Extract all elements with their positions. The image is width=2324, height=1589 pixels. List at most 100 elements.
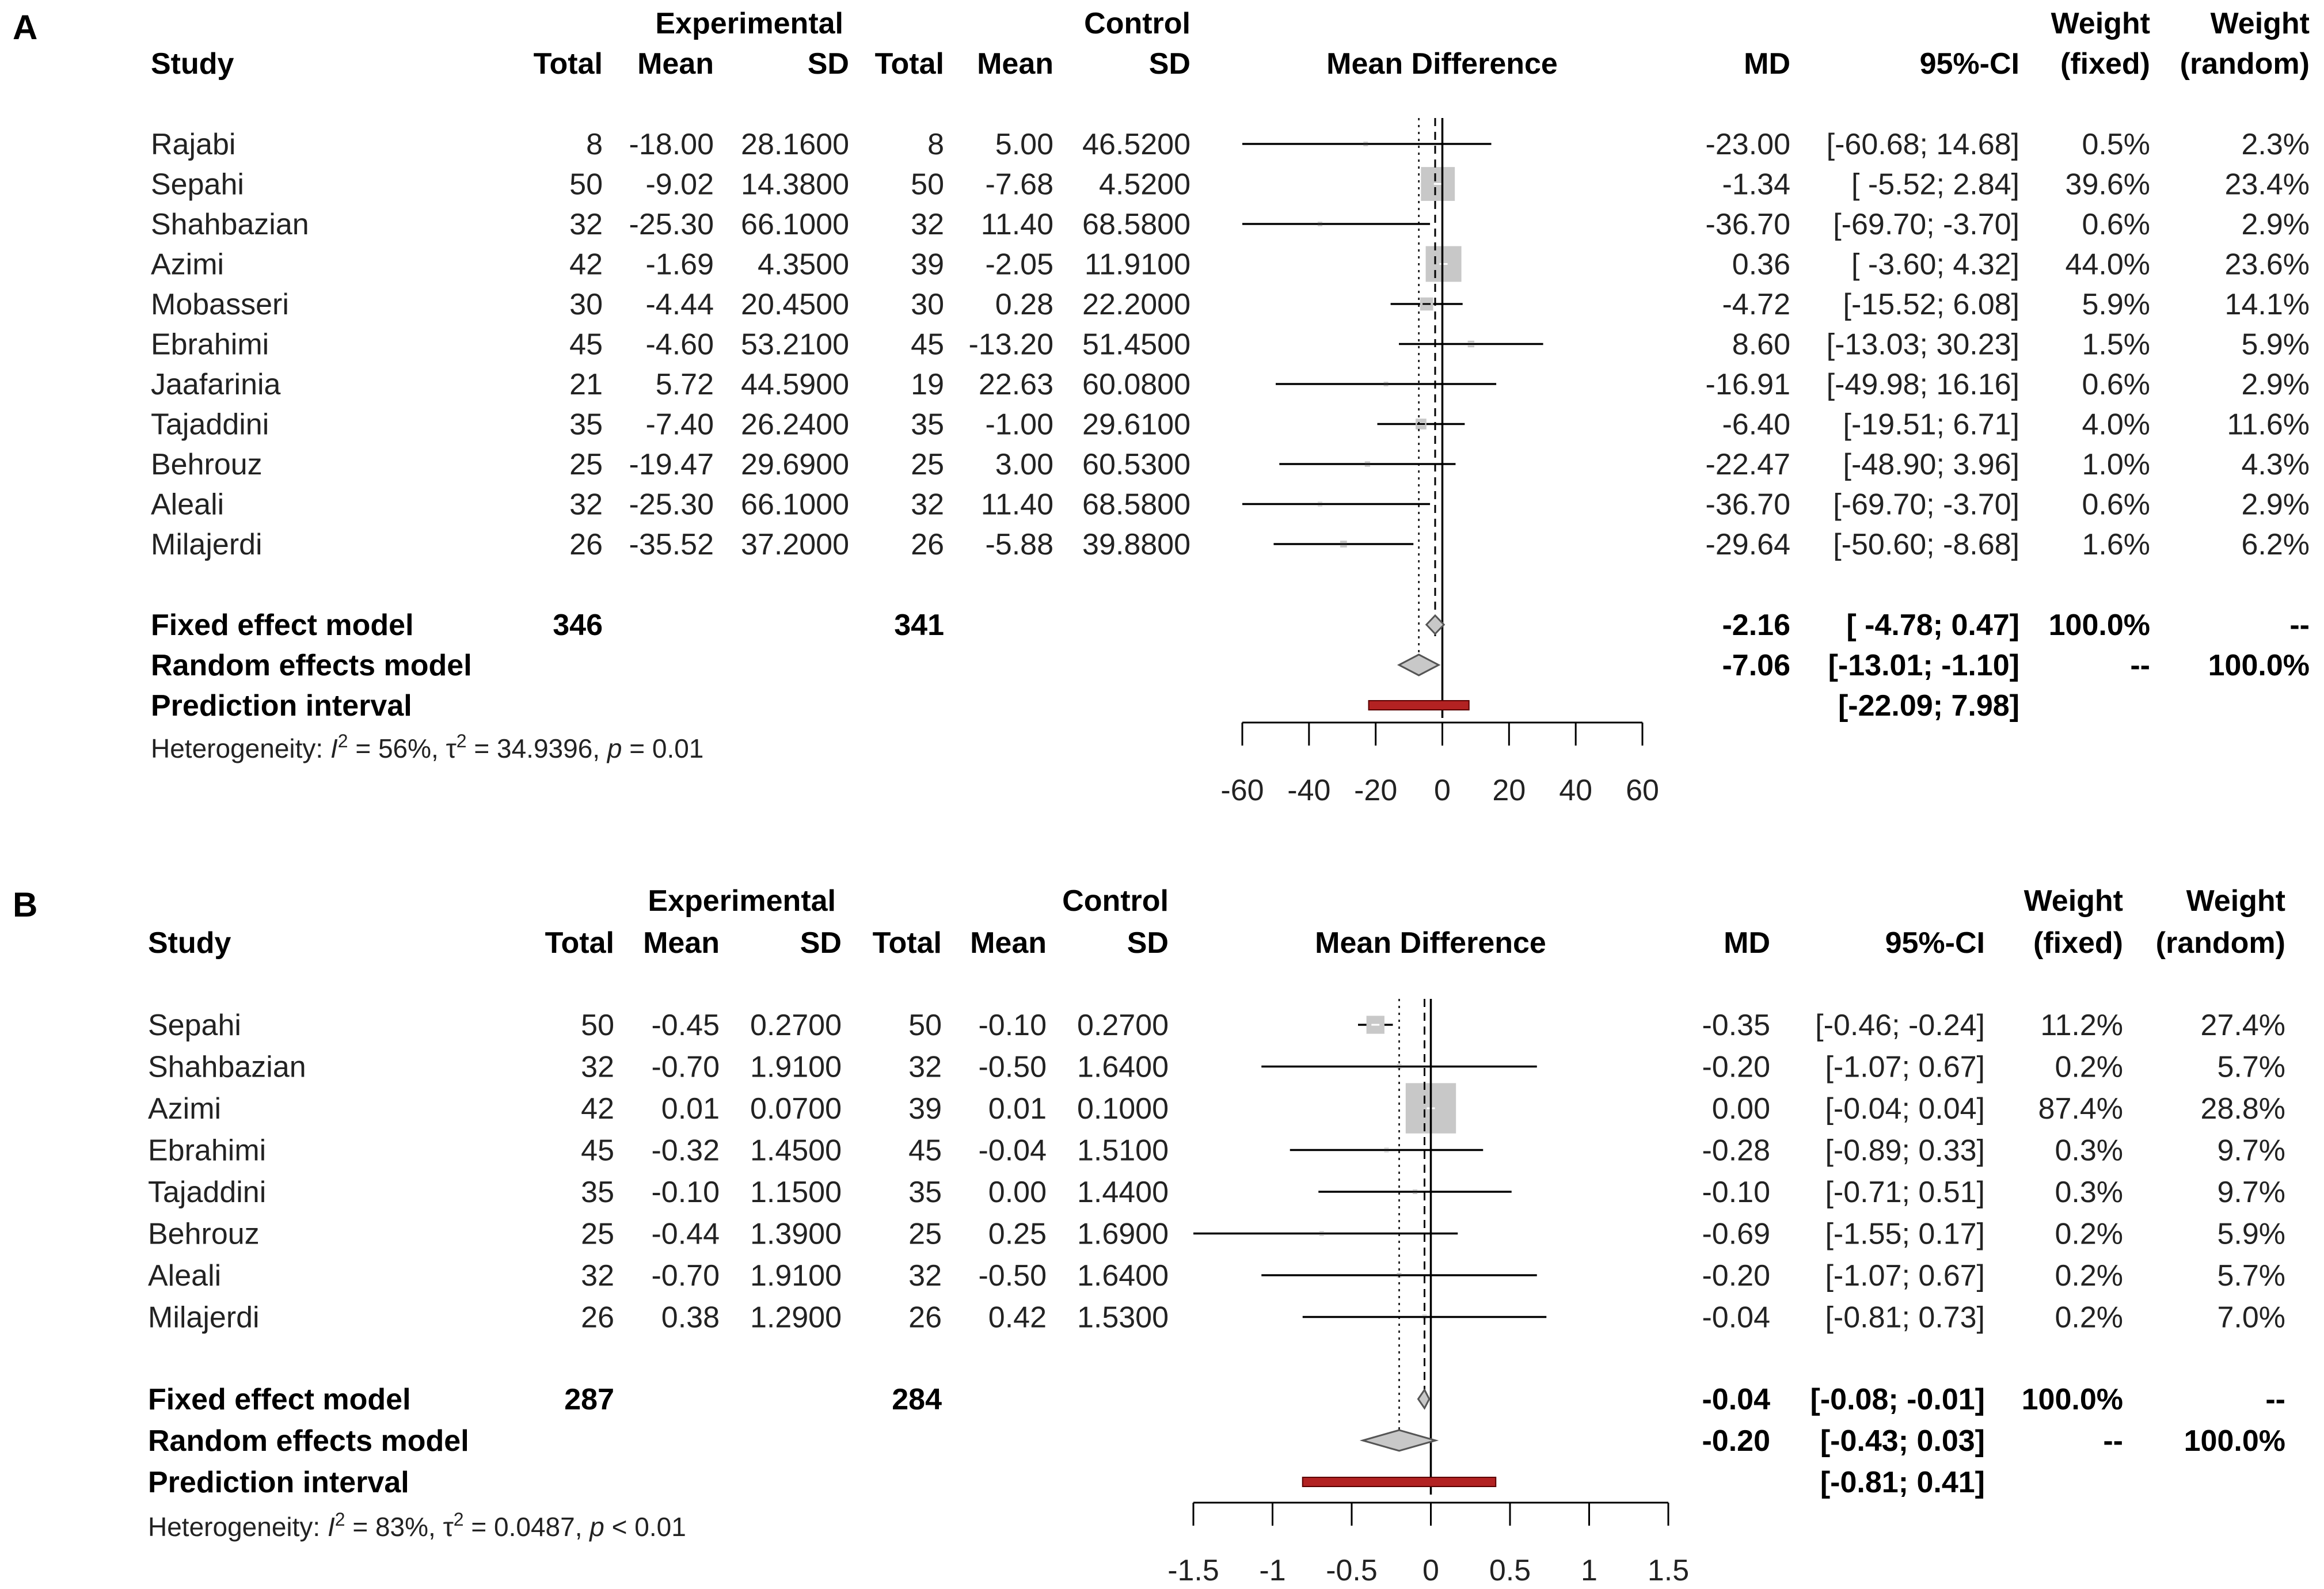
md-value: -0.10 <box>1702 1176 1770 1209</box>
study-name: Azimi <box>151 248 224 282</box>
study-header: Study <box>151 47 234 81</box>
ci-value: [-49.98; 16.16] <box>1827 368 2019 401</box>
md-header: MD <box>1724 926 1770 960</box>
experimental-header: Experimental <box>648 884 836 918</box>
random-weight-fixed: -- <box>2130 649 2150 682</box>
weight-random-value: 9.7% <box>2217 1134 2285 1168</box>
control-sd: 1.6900 <box>1077 1218 1169 1251</box>
experimental-sd: 0.2700 <box>750 1009 842 1042</box>
study-row: Sepahi 50 -9.02 14.3800 50 -7.68 4.5200 -1.34 [ … <box>151 167 2310 202</box>
control-total-header: Total <box>875 47 944 81</box>
experimental-total: 32 <box>581 1259 614 1293</box>
fixed-md-value: -0.04 <box>1702 1383 1770 1416</box>
ci-header: 95%-CI <box>1920 47 2019 81</box>
random-ci-value: [-0.43; 0.03] <box>1820 1424 1985 1458</box>
experimental-total: 25 <box>581 1218 614 1251</box>
weight-random-value: 11.6% <box>2227 408 2310 442</box>
study-name: Azimi <box>148 1092 221 1126</box>
study-name: Aleali <box>148 1259 221 1293</box>
control-total: 50 <box>911 168 944 202</box>
study-row: Sepahi 50 -0.45 0.2700 50 -0.10 0.2700 -0.35 [-0… <box>148 1009 2285 1042</box>
experimental-mean: -19.47 <box>629 448 714 481</box>
weight-random-value: 5.7% <box>2217 1259 2285 1293</box>
control-total: 26 <box>908 1301 942 1335</box>
weight-fixed-value: 1.5% <box>2082 328 2150 362</box>
forest-panel-b: B Experimental Control Weight Weight Study Tot… <box>13 884 2285 1587</box>
experimental-sd: 1.3900 <box>750 1218 842 1251</box>
control-sd: 51.4500 <box>1082 328 1190 362</box>
md-value: -0.69 <box>1702 1218 1770 1251</box>
control-sd-header: SD <box>1149 47 1190 81</box>
control-total: 25 <box>908 1218 942 1251</box>
control-mean: 3.00 <box>995 448 1053 481</box>
control-total: 35 <box>911 408 944 442</box>
weight-fixed-value: 0.2% <box>2055 1301 2123 1335</box>
experimental-mean: -25.30 <box>629 488 714 522</box>
weight-fixed-value: 0.5% <box>2082 128 2150 161</box>
weight-random-value: 5.7% <box>2217 1051 2285 1084</box>
experimental-mean: 0.38 <box>661 1301 720 1335</box>
study-row: Behrouz 25 -19.47 29.6900 25 3.00 60.5300 -22.4… <box>151 448 2310 481</box>
control-sd: 60.5300 <box>1082 448 1190 481</box>
weight-random-subheader: (random) <box>2180 47 2310 81</box>
fixed-effect-diamond <box>1425 614 1446 636</box>
ci-value: [-1.07; 0.67] <box>1825 1051 1985 1084</box>
weight-random-value: 5.9% <box>2241 328 2310 362</box>
weight-fixed-value: 0.6% <box>2082 368 2150 401</box>
md-value: -36.70 <box>1706 488 1790 522</box>
weight-fixed-header: Weight <box>2051 7 2150 40</box>
study-header: Study <box>148 926 231 960</box>
prediction-interval-row: Prediction interval [-22.09; 7.98] <box>151 689 2019 723</box>
weight-fixed-value: 44.0% <box>2066 248 2150 282</box>
experimental-total-header: Total <box>545 926 614 960</box>
study-name: Aleali <box>151 488 224 522</box>
study-row: Milajerdi 26 0.38 1.2900 26 0.42 1.5300 -0.04 [-… <box>148 1301 2285 1335</box>
weight-fixed-subheader: (fixed) <box>2033 926 2123 960</box>
control-total: 32 <box>908 1259 942 1293</box>
study-row: Behrouz 25 -0.44 1.3900 25 0.25 1.6900 -0.69 [-1… <box>148 1218 2285 1251</box>
panel-label: A <box>13 8 37 47</box>
prediction-interval-bar <box>1368 700 1470 710</box>
weight-fixed-value: 4.0% <box>2082 408 2150 442</box>
control-sd: 22.2000 <box>1082 288 1190 321</box>
control-sd: 11.9100 <box>1085 248 1190 282</box>
x-tick-label: 60 <box>1626 774 1659 807</box>
control-mean: -2.05 <box>985 248 1053 282</box>
study-name: Behrouz <box>148 1218 260 1251</box>
random-effects-row: Random effects model -0.20 [-0.43; 0.03] --… <box>148 1424 2285 1458</box>
control-total: 8 <box>927 128 944 161</box>
control-sd: 68.5800 <box>1082 488 1190 522</box>
study-name: Mobasseri <box>151 288 289 321</box>
x-tick-label: -0.5 <box>1326 1554 1378 1587</box>
fixed-ci-value: [-0.08; -0.01] <box>1810 1383 1985 1416</box>
ci-value: [-0.89; 0.33] <box>1825 1134 1985 1168</box>
ci-value: [-0.46; -0.24] <box>1815 1009 1985 1042</box>
experimental-total-header: Total <box>534 47 603 81</box>
weight-fixed-value: 0.2% <box>2055 1051 2123 1084</box>
control-sd: 4.5200 <box>1099 168 1190 202</box>
control-sd: 60.0800 <box>1082 368 1190 401</box>
forest-panel-a: A Experimental Control Weight Weight Study Tot… <box>13 7 2310 807</box>
control-total: 25 <box>911 448 944 481</box>
experimental-total: 45 <box>581 1134 614 1168</box>
random-effects-label: Random effects model <box>151 649 472 682</box>
experimental-total: 30 <box>569 288 603 321</box>
mean-difference-header: Mean Difference <box>1315 926 1546 960</box>
control-total: 19 <box>911 368 944 401</box>
study-name: Jaafarinia <box>151 368 281 401</box>
control-mean: -13.20 <box>969 328 1053 362</box>
md-value: -0.35 <box>1702 1009 1770 1042</box>
md-value: -29.64 <box>1706 528 1790 561</box>
weight-random-header: Weight <box>2186 884 2285 918</box>
weight-random-value: 2.3% <box>2241 128 2310 161</box>
prediction-ci-value: [-0.81; 0.41] <box>1820 1466 1985 1499</box>
control-mean: -0.50 <box>978 1051 1047 1084</box>
study-name: Milajerdi <box>151 528 263 561</box>
experimental-total: 50 <box>581 1009 614 1042</box>
experimental-total: 35 <box>581 1176 614 1209</box>
control-mean: 5.00 <box>995 128 1053 161</box>
prediction-interval-bar <box>1302 1477 1497 1487</box>
experimental-sd: 0.0700 <box>750 1092 842 1126</box>
study-row: Aleali 32 -25.30 66.1000 32 11.40 68.5800 -36.7… <box>151 488 2310 522</box>
control-mean-header: Mean <box>970 926 1047 960</box>
